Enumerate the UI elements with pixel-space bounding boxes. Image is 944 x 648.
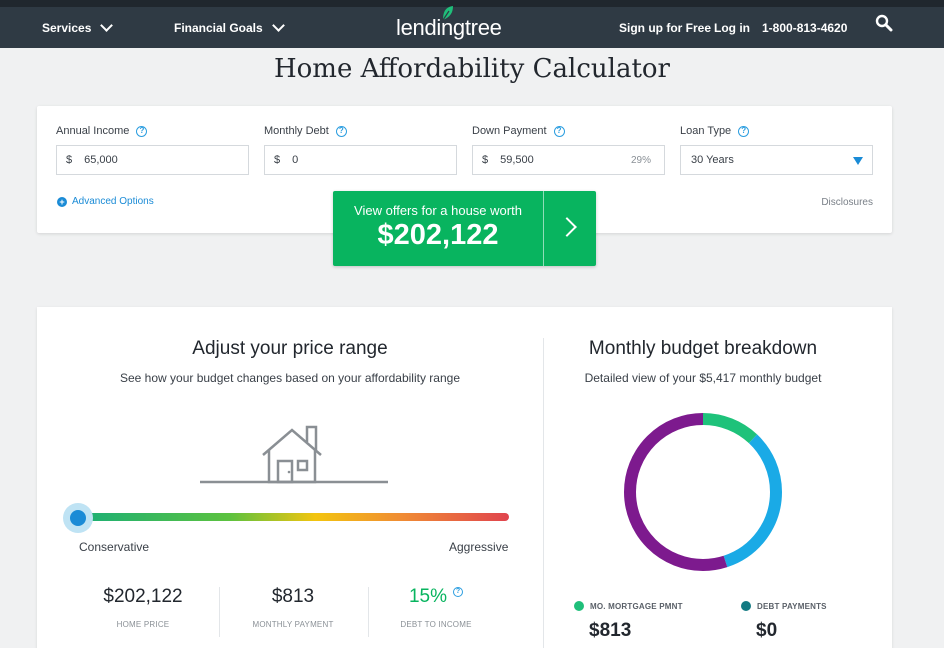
logo-text: lendingtree — [396, 14, 502, 40]
help-icon[interactable]: ? — [738, 125, 750, 137]
column-divider — [543, 338, 544, 648]
help-icon[interactable]: ? — [553, 125, 565, 137]
help-icon[interactable]: ? — [136, 125, 148, 137]
debt-to-income-value-row: 15% ? — [362, 585, 510, 609]
legend-mortgage-label: MO. MORTGAGE PMNT — [590, 601, 683, 611]
nav-financial-goals[interactable]: Financial Goals — [174, 7, 285, 48]
monthly-payment-value: $813 — [271, 586, 315, 607]
cta-amount: $202,122 — [377, 219, 499, 251]
page-title: Home Affordability Calculator — [273, 54, 670, 84]
nav-services[interactable]: Services — [42, 7, 114, 48]
home-price-value: $202,122 — [103, 586, 183, 607]
donut-segment-1 — [624, 413, 782, 571]
view-offers-button[interactable]: View offers for a house worth $202,122 — [333, 191, 596, 266]
top-navigation-bar: Services Financial Goals lendingtree Sig… — [0, 0, 944, 48]
mortgage-payment-value: $813 — [589, 620, 632, 641]
loan-type-label: Loan Type ? — [680, 124, 873, 138]
legend-dot-debt — [741, 601, 751, 611]
annual-income-label-text: Annual Income — [56, 125, 130, 137]
conservative-label: Conservative — [79, 540, 150, 554]
legend-mortgage: MO. MORTGAGE PMNT — [574, 601, 683, 611]
cta-label: View offers for a house worth — [354, 203, 522, 218]
monthly-debt-field: Monthly Debt ? $ 0 — [264, 124, 457, 175]
help-icon[interactable]: ? — [453, 587, 464, 597]
nav-financial-goals-label: Financial Goals — [174, 20, 263, 35]
budget-donut-chart — [624, 413, 782, 571]
down-payment-label: Down Payment ? — [472, 124, 665, 138]
debt-to-income-value: 15% — [408, 586, 448, 607]
budget-subtitle: Detailed view of your $5,417 monthly bud… — [584, 371, 822, 385]
currency-symbol: $ — [66, 154, 73, 166]
cta-divider — [543, 191, 544, 266]
monthly-debt-input[interactable]: $ 0 — [264, 145, 457, 175]
chevron-right-icon — [557, 217, 577, 237]
donut-segment-2 — [624, 413, 782, 571]
home-price-stat: $202,122 HOME PRICE — [69, 585, 217, 629]
help-icon[interactable]: ? — [335, 125, 347, 137]
advanced-options-label: Advanced Options — [72, 196, 154, 207]
loan-type-field: Loan Type ? 30 Years — [680, 124, 873, 175]
aggressive-label: Aggressive — [449, 540, 509, 554]
legend-debt-label: DEBT PAYMENTS — [757, 601, 827, 611]
down-payment-value: 59,500 — [500, 154, 534, 166]
legend-dot-mortgage — [574, 601, 584, 611]
loan-type-select[interactable]: 30 Years — [680, 145, 873, 175]
home-price-label: HOME PRICE — [116, 620, 170, 629]
down-payment-label-text: Down Payment — [472, 125, 547, 137]
monthly-debt-value: 0 — [292, 154, 299, 166]
down-payment-percent: 29% — [630, 154, 651, 166]
debt-to-income-stat: 15% ? DEBT TO INCOME — [362, 585, 510, 629]
currency-symbol: $ — [482, 154, 489, 166]
annual-income-label: Annual Income ? — [56, 124, 249, 138]
annual-income-input[interactable]: $ 65,000 — [56, 145, 249, 175]
price-range-slider-track[interactable] — [79, 513, 509, 521]
budget-title: Monthly budget breakdown — [588, 338, 818, 359]
dropdown-arrow-icon — [853, 157, 863, 165]
loan-type-label-text: Loan Type — [680, 125, 732, 137]
price-range-title: Adjust your price range — [192, 338, 388, 359]
monthly-debt-label-text: Monthly Debt — [264, 125, 329, 137]
phone-number[interactable]: 1-800-813-4620 — [762, 20, 848, 35]
monthly-payment-label: MONTHLY PAYMENT — [252, 620, 334, 629]
divider — [219, 587, 220, 637]
lendingtree-logo[interactable]: lendingtree — [396, 7, 502, 48]
annual-income-value: 65,000 — [84, 154, 118, 166]
slider-handle-center[interactable] — [70, 510, 86, 526]
legend-debt: DEBT PAYMENTS — [741, 601, 827, 611]
down-payment-field: Down Payment ? $ 59,500 29% — [472, 124, 665, 175]
results-card: Adjust your price range See how your bud… — [37, 307, 892, 648]
down-payment-input[interactable]: $ 59,500 29% — [472, 145, 665, 175]
leaf-icon — [442, 6, 453, 21]
annual-income-field: Annual Income ? $ 65,000 — [56, 124, 249, 175]
signup-link[interactable]: Sign up for Free — [619, 20, 712, 35]
chevron-down-icon — [100, 18, 114, 32]
divider — [368, 587, 369, 637]
plus-circle-icon: + — [57, 196, 67, 207]
price-range-subtitle: See how your budget changes based on you… — [119, 371, 460, 385]
disclosures-link[interactable]: Disclosures — [821, 197, 873, 208]
debt-payments-value: $0 — [756, 620, 778, 641]
login-link[interactable]: Log in — [714, 20, 750, 35]
house-icon — [200, 425, 388, 484]
debt-to-income-label: DEBT TO INCOME — [400, 620, 472, 629]
currency-symbol: $ — [274, 154, 281, 166]
nav-services-label: Services — [42, 20, 92, 35]
monthly-payment-stat: $813 MONTHLY PAYMENT — [219, 585, 367, 629]
chevron-down-icon — [271, 18, 285, 32]
monthly-debt-label: Monthly Debt ? — [264, 124, 457, 138]
loan-type-value: 30 Years — [691, 154, 734, 166]
search-icon[interactable] — [875, 14, 893, 32]
advanced-options-link[interactable]: + Advanced Options — [57, 196, 154, 207]
